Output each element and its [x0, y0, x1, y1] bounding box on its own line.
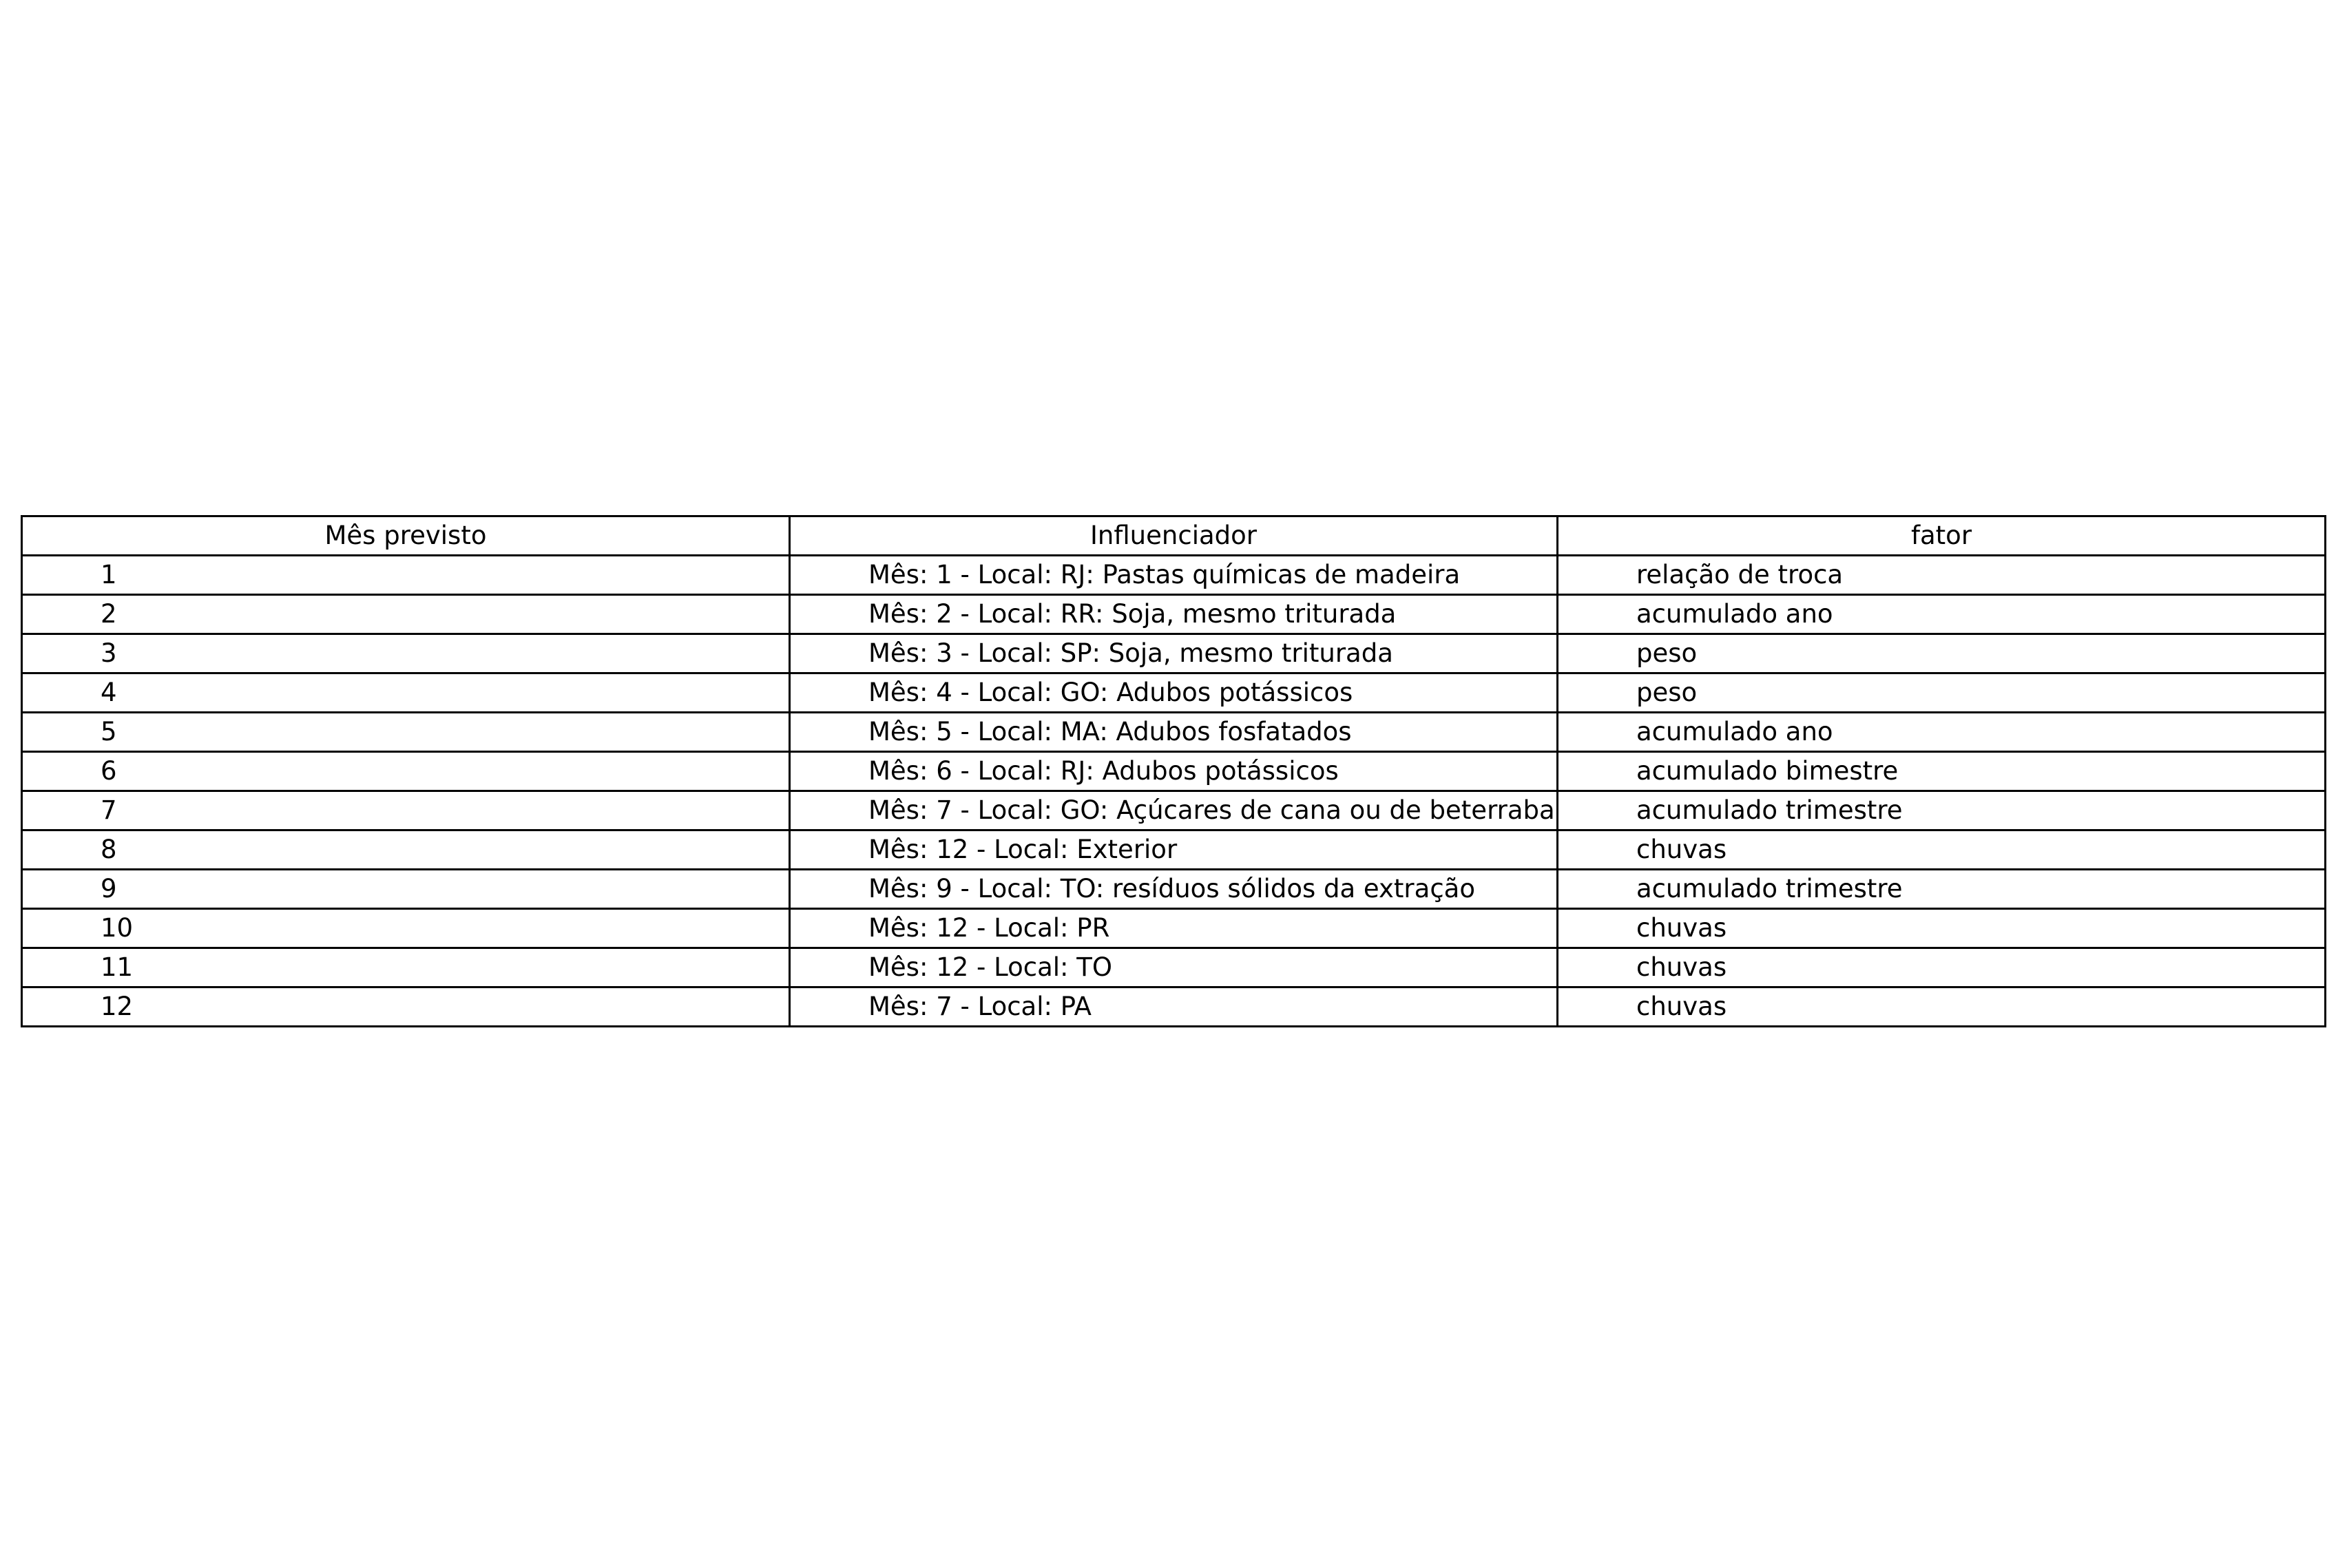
cell-mes-previsto: 8 — [21, 829, 791, 870]
cell-mes-previsto: 3 — [21, 633, 791, 674]
table-row: 2 Mês: 2 - Local: RR: Soja, mesmo tritura… — [21, 594, 2326, 635]
cell-influenciador: Mês: 2 - Local: RR: Soja, mesmo triturad… — [789, 594, 1558, 635]
cell-fator: acumulado bimestre — [1556, 751, 2326, 792]
cell-influenciador: Mês: 12 - Local: TO — [789, 947, 1558, 988]
cell-mes-previsto: 2 — [21, 594, 791, 635]
cell-influenciador: Mês: 5 - Local: MA: Adubos fosfatados — [789, 711, 1558, 753]
cell-mes-previsto: 7 — [21, 790, 791, 831]
cell-fator: acumulado trimestre — [1556, 790, 2326, 831]
table-row: 4 Mês: 4 - Local: GO: Adubos potássicos pe… — [21, 672, 2326, 713]
cell-fator: chuvas — [1556, 908, 2326, 949]
cell-influenciador: Mês: 12 - Local: PR — [789, 908, 1558, 949]
header-row: Mês previsto Influenciador fator — [21, 515, 2326, 556]
cell-mes-previsto: 6 — [21, 751, 791, 792]
cell-fator: chuvas — [1556, 986, 2326, 1027]
cell-mes-previsto: 10 — [21, 908, 791, 949]
cell-fator: acumulado ano — [1556, 711, 2326, 753]
cell-influenciador: Mês: 1 - Local: RJ: Pastas químicas de m… — [789, 554, 1558, 596]
header-fator: fator — [1556, 515, 2326, 556]
table-row: 1 Mês: 1 - Local: RJ: Pastas químicas de … — [21, 554, 2326, 596]
table-row: 12 Mês: 7 - Local: PA chuvas — [21, 986, 2326, 1027]
cell-influenciador: Mês: 9 - Local: TO: resíduos sólidos da … — [789, 868, 1558, 910]
table-row: 11 Mês: 12 - Local: TO chuvas — [21, 947, 2326, 988]
cell-influenciador: Mês: 4 - Local: GO: Adubos potássicos — [789, 672, 1558, 713]
cell-mes-previsto: 9 — [21, 868, 791, 910]
table-row: 8 Mês: 12 - Local: Exterior chuvas — [21, 829, 2326, 870]
cell-influenciador: Mês: 3 - Local: SP: Soja, mesmo triturad… — [789, 633, 1558, 674]
header-influenciador: Influenciador — [789, 515, 1558, 556]
cell-fator: peso — [1556, 672, 2326, 713]
table-row: 6 Mês: 6 - Local: RJ: Adubos potássicos ac… — [21, 751, 2326, 792]
cell-fator: chuvas — [1556, 829, 2326, 870]
header-mes-previsto: Mês previsto — [21, 515, 791, 556]
cell-influenciador: Mês: 12 - Local: Exterior — [789, 829, 1558, 870]
cell-mes-previsto: 4 — [21, 672, 791, 713]
cell-influenciador: Mês: 7 - Local: PA — [789, 986, 1558, 1027]
cell-mes-previsto: 12 — [21, 986, 791, 1027]
table-row: 9 Mês: 9 - Local: TO: resíduos sólidos da… — [21, 868, 2326, 910]
data-table: Mês previsto Influenciador fator 1 Mês: 1… — [21, 515, 2326, 1027]
cell-influenciador: Mês: 6 - Local: RJ: Adubos potássicos — [789, 751, 1558, 792]
table-row: 10 Mês: 12 - Local: PR chuvas — [21, 908, 2326, 949]
table-row: 7 Mês: 7 - Local: GO: Açúcares de cana ou… — [21, 790, 2326, 831]
table-row: 5 Mês: 5 - Local: MA: Adubos fosfatados ac… — [21, 711, 2326, 753]
cell-fator: acumulado ano — [1556, 594, 2326, 635]
cell-mes-previsto: 11 — [21, 947, 791, 988]
cell-fator: peso — [1556, 633, 2326, 674]
cell-influenciador: Mês: 7 - Local: GO: Açúcares de cana ou … — [789, 790, 1558, 831]
cell-fator: chuvas — [1556, 947, 2326, 988]
table-row: 3 Mês: 3 - Local: SP: Soja, mesmo tritura… — [21, 633, 2326, 674]
cell-fator: relação de troca — [1556, 554, 2326, 596]
cell-mes-previsto: 1 — [21, 554, 791, 596]
cell-mes-previsto: 5 — [21, 711, 791, 753]
cell-fator: acumulado trimestre — [1556, 868, 2326, 910]
